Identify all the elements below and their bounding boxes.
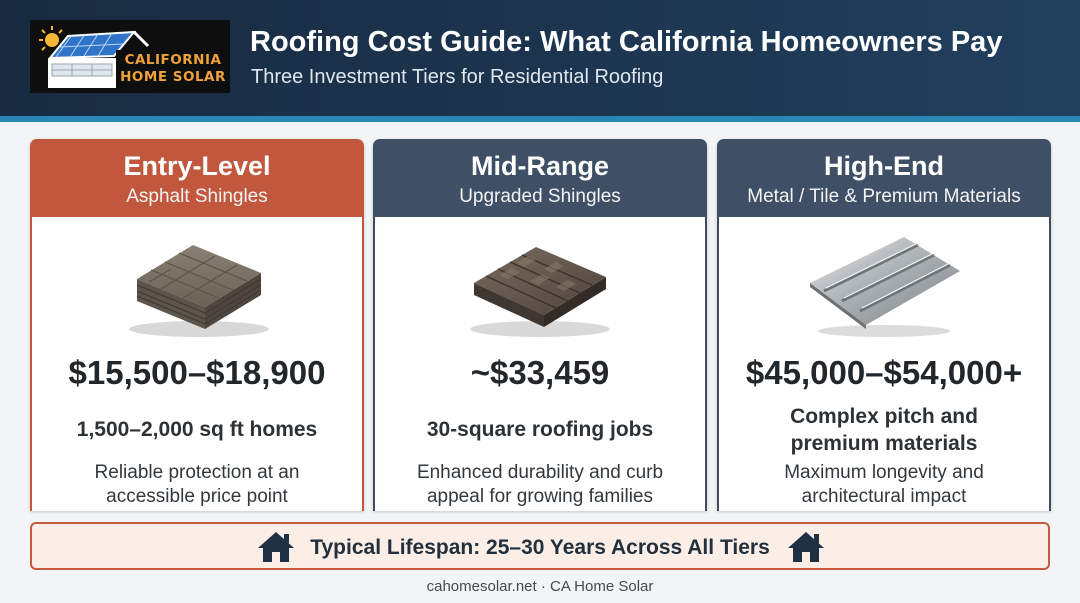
tier-desc-line2: appeal for growing families	[426, 486, 653, 507]
tier-size-line2: premium materials	[790, 432, 978, 455]
tier-card-mid-range: Mid-Range Upgraded Shingles	[373, 139, 707, 511]
brand-logo[interactable]: CALIFORNIA HOME SOLAR	[30, 20, 230, 93]
tier-card-body: $15,500–$18,900 1,500–2,000 sq ft homes …	[30, 217, 364, 511]
tier-subtitle: Asphalt Shingles	[126, 186, 268, 207]
solar-house-logo-icon	[39, 26, 226, 90]
header: CALIFORNIA HOME SOLAR Roofing Cost Guide…	[0, 0, 1080, 116]
tier-desc-line1: Reliable protection at an	[94, 462, 300, 483]
tier-size-line1: 1,500–2,000 sq ft homes	[76, 418, 318, 441]
tier-size-line1: 30-square roofing jobs	[426, 418, 654, 441]
tier-price: ~$33,459	[470, 354, 610, 391]
tier-desc-line2: accessible price point	[106, 486, 288, 507]
tier-title: High-End	[824, 151, 944, 181]
logo-text-line1: CALIFORNIA	[124, 52, 222, 68]
tier-card-body: ~$33,459 30-square roofing jobs Enhanced…	[373, 217, 707, 511]
tier-price: $45,000–$54,000+	[745, 354, 1023, 391]
tier-card-high-end: High-End Metal / Tile & Premium Material…	[717, 139, 1051, 511]
lifespan-banner: Typical Lifespan: 25–30 Years Across All…	[30, 522, 1050, 570]
tier-desc-line1: Maximum longevity and	[784, 462, 984, 483]
tier-price: $15,500–$18,900	[68, 354, 326, 391]
tier-subtitle: Metal / Tile & Premium Materials	[747, 186, 1021, 207]
tier-size-line1: Complex pitch and	[790, 405, 978, 428]
lifespan-text: Typical Lifespan: 25–30 Years Across All…	[310, 536, 770, 559]
architectural-shingle-block-icon	[470, 247, 610, 337]
asphalt-shingle-stack-icon	[129, 245, 269, 337]
house-icon	[258, 532, 294, 562]
tier-card-body: $45,000–$54,000+ Complex pitch and premi…	[717, 217, 1051, 511]
tier-card-entry-level: Entry-Level Asphalt Shingles	[30, 139, 364, 511]
logo-text-line2: HOME SOLAR	[120, 69, 226, 85]
tier-desc-line1: Enhanced durability and curb	[416, 462, 664, 483]
tier-card-header: High-End Metal / Tile & Premium Material…	[717, 139, 1051, 217]
source-credit[interactable]: cahomesolar.net · CA Home Solar	[426, 578, 654, 595]
tier-card-header: Mid-Range Upgraded Shingles	[373, 139, 707, 217]
tier-title: Mid-Range	[471, 151, 609, 181]
header-accent-stripe	[0, 116, 1080, 122]
tier-card-header: Entry-Level Asphalt Shingles	[30, 139, 364, 217]
tier-subtitle: Upgraded Shingles	[459, 186, 621, 207]
house-icon	[788, 532, 824, 562]
tier-title: Entry-Level	[123, 151, 271, 181]
page-subtitle: Three Investment Tiers for Residential R…	[251, 66, 664, 88]
tier-desc-line2: architectural impact	[801, 486, 967, 507]
page-title: Roofing Cost Guide: What California Home…	[250, 26, 1003, 58]
standing-seam-metal-panel-icon	[810, 237, 960, 337]
